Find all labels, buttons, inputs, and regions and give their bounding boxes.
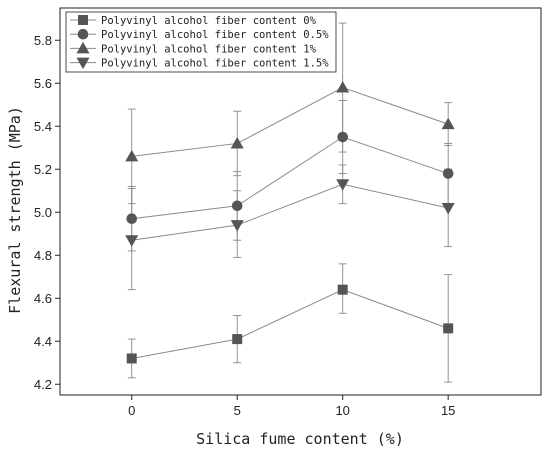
y-tick-label: 5.8 [34,33,52,48]
data-point [336,81,350,93]
x-tick-label: 10 [335,403,349,418]
data-point [337,284,348,295]
series-line-0 [131,289,449,359]
legend-marker [76,41,90,54]
legend: Polyvinyl alcohol fiber content 0% Polyvi… [65,11,337,73]
legend-label: Polyvinyl alcohol fiber content 1.5% [101,58,329,70]
x-tick-label: 0 [128,403,135,418]
data-point [337,131,348,143]
y-axis-title: Flexural strength (MPa) [6,106,24,314]
y-tick-label: 5.2 [34,162,52,177]
data-markers [125,81,455,364]
data-point [231,200,243,212]
data-point [336,179,350,191]
x-tick-label: 15 [441,403,455,418]
legend-marker [78,15,88,25]
data-point [230,220,244,232]
data-point [232,334,243,345]
series-lines [131,87,449,359]
axis-ticks: 4.2 4.4 4.6 4.8 5.0 5.2 5.4 5.6 5.8 0 5 10 15 [34,33,455,418]
legend-marker [77,28,89,40]
y-tick-label: 4.4 [34,334,52,349]
y-tick-label: 5.0 [34,205,52,220]
data-point [230,136,244,149]
data-point [441,117,455,130]
y-tick-label: 5.4 [34,119,52,134]
legend-marker [76,57,90,70]
plot-frame [59,7,542,396]
y-tick-label: 5.6 [34,76,52,91]
x-axis-title: Silica fume content (%) [196,430,404,448]
legend-label: Polyvinyl alcohol fiber content 1% [101,43,317,55]
data-point [443,323,454,334]
data-point [441,202,455,215]
series-line-2 [131,87,449,157]
y-tick-label: 4.6 [34,291,52,306]
series-line-3 [131,183,449,241]
x-tick-label: 5 [234,403,241,418]
series-line-1 [131,136,449,220]
data-point [442,168,454,179]
data-point [125,149,139,162]
data-point [126,353,137,364]
legend-label: Polyvinyl alcohol fiber content 0.5% [101,29,329,41]
data-point [125,235,139,247]
y-tick-label: 4.2 [34,377,52,392]
data-point [126,213,138,224]
error-bars [127,22,453,383]
legend-box [65,11,337,73]
y-tick-label: 4.8 [34,248,52,263]
legend-label: Polyvinyl alcohol fiber content 0% [101,15,317,27]
